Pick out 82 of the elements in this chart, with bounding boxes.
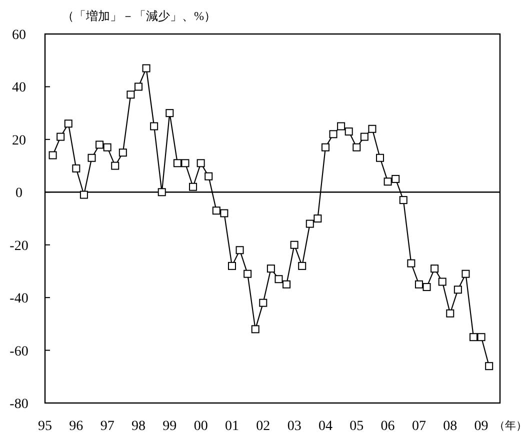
point — [438, 278, 446, 286]
y-tick-label: 40 — [12, 80, 26, 96]
x-tick-label: 07 — [412, 419, 426, 434]
point — [204, 172, 213, 180]
point — [392, 174, 400, 183]
point — [228, 262, 236, 270]
point — [407, 259, 416, 268]
x-tick-label: 02 — [256, 419, 270, 434]
point — [111, 162, 120, 170]
point — [462, 270, 470, 278]
point — [64, 120, 72, 128]
point — [196, 159, 205, 168]
point — [352, 143, 361, 152]
point — [220, 209, 228, 218]
point — [48, 151, 57, 160]
point — [376, 154, 384, 162]
y-axis-title: （「増加」－「減少」、%） — [62, 9, 216, 23]
point — [477, 333, 486, 342]
point — [446, 309, 454, 318]
x-tick-label: 06 — [380, 419, 395, 434]
point — [212, 206, 220, 215]
y-tick-label: 60 — [12, 28, 26, 43]
point — [88, 154, 96, 162]
point — [368, 124, 376, 133]
point — [329, 130, 338, 138]
point — [56, 132, 65, 141]
point — [414, 280, 423, 288]
point — [344, 128, 353, 136]
point — [118, 148, 127, 157]
x-tick-label: 96 — [69, 419, 84, 434]
y-tick-label: -80 — [10, 397, 28, 412]
point — [266, 264, 275, 273]
x-tick-label: 98 — [131, 419, 146, 434]
point — [150, 122, 158, 130]
x-tick-label: 04 — [318, 419, 332, 434]
x-tick-label: 97 — [100, 419, 114, 434]
point — [181, 159, 190, 168]
x-tick-label: 95 — [38, 419, 52, 434]
y-tick-label: -20 — [10, 238, 28, 254]
point — [360, 132, 368, 141]
point — [298, 262, 306, 270]
x-tick-label: 00 — [194, 419, 208, 434]
x-tick-label: 99 — [162, 419, 177, 434]
point — [96, 140, 104, 149]
point — [422, 283, 431, 292]
point — [103, 143, 112, 152]
y-tick-label: -40 — [10, 292, 28, 307]
point — [259, 298, 268, 307]
point — [158, 188, 166, 196]
point — [173, 159, 182, 168]
x-tick-label: 08 — [443, 419, 458, 434]
point — [321, 143, 330, 152]
point — [274, 275, 283, 284]
point — [134, 82, 142, 91]
point — [236, 246, 244, 254]
point — [290, 240, 298, 249]
point — [470, 333, 478, 342]
x-axis-title: （年） — [494, 420, 527, 432]
y-tick-label: 0 — [16, 186, 22, 202]
x-tick-label: 09 — [474, 419, 488, 434]
point — [282, 280, 291, 288]
y-tick-label: 20 — [12, 133, 26, 148]
point — [454, 286, 462, 294]
point — [244, 270, 252, 278]
point — [72, 164, 80, 172]
point — [306, 220, 314, 228]
y-tick-label: -60 — [10, 344, 28, 360]
point — [430, 264, 439, 273]
point — [166, 109, 174, 118]
point — [142, 64, 150, 72]
point — [80, 190, 88, 199]
point — [126, 90, 135, 99]
x-tick-label: 05 — [350, 419, 364, 434]
point — [399, 196, 408, 204]
point — [251, 325, 260, 334]
point — [485, 362, 494, 370]
x-tick-label: 01 — [224, 419, 239, 434]
point — [189, 182, 198, 191]
point — [337, 122, 346, 130]
point — [314, 214, 322, 222]
x-tick-label: 03 — [287, 419, 302, 434]
point — [384, 178, 392, 186]
